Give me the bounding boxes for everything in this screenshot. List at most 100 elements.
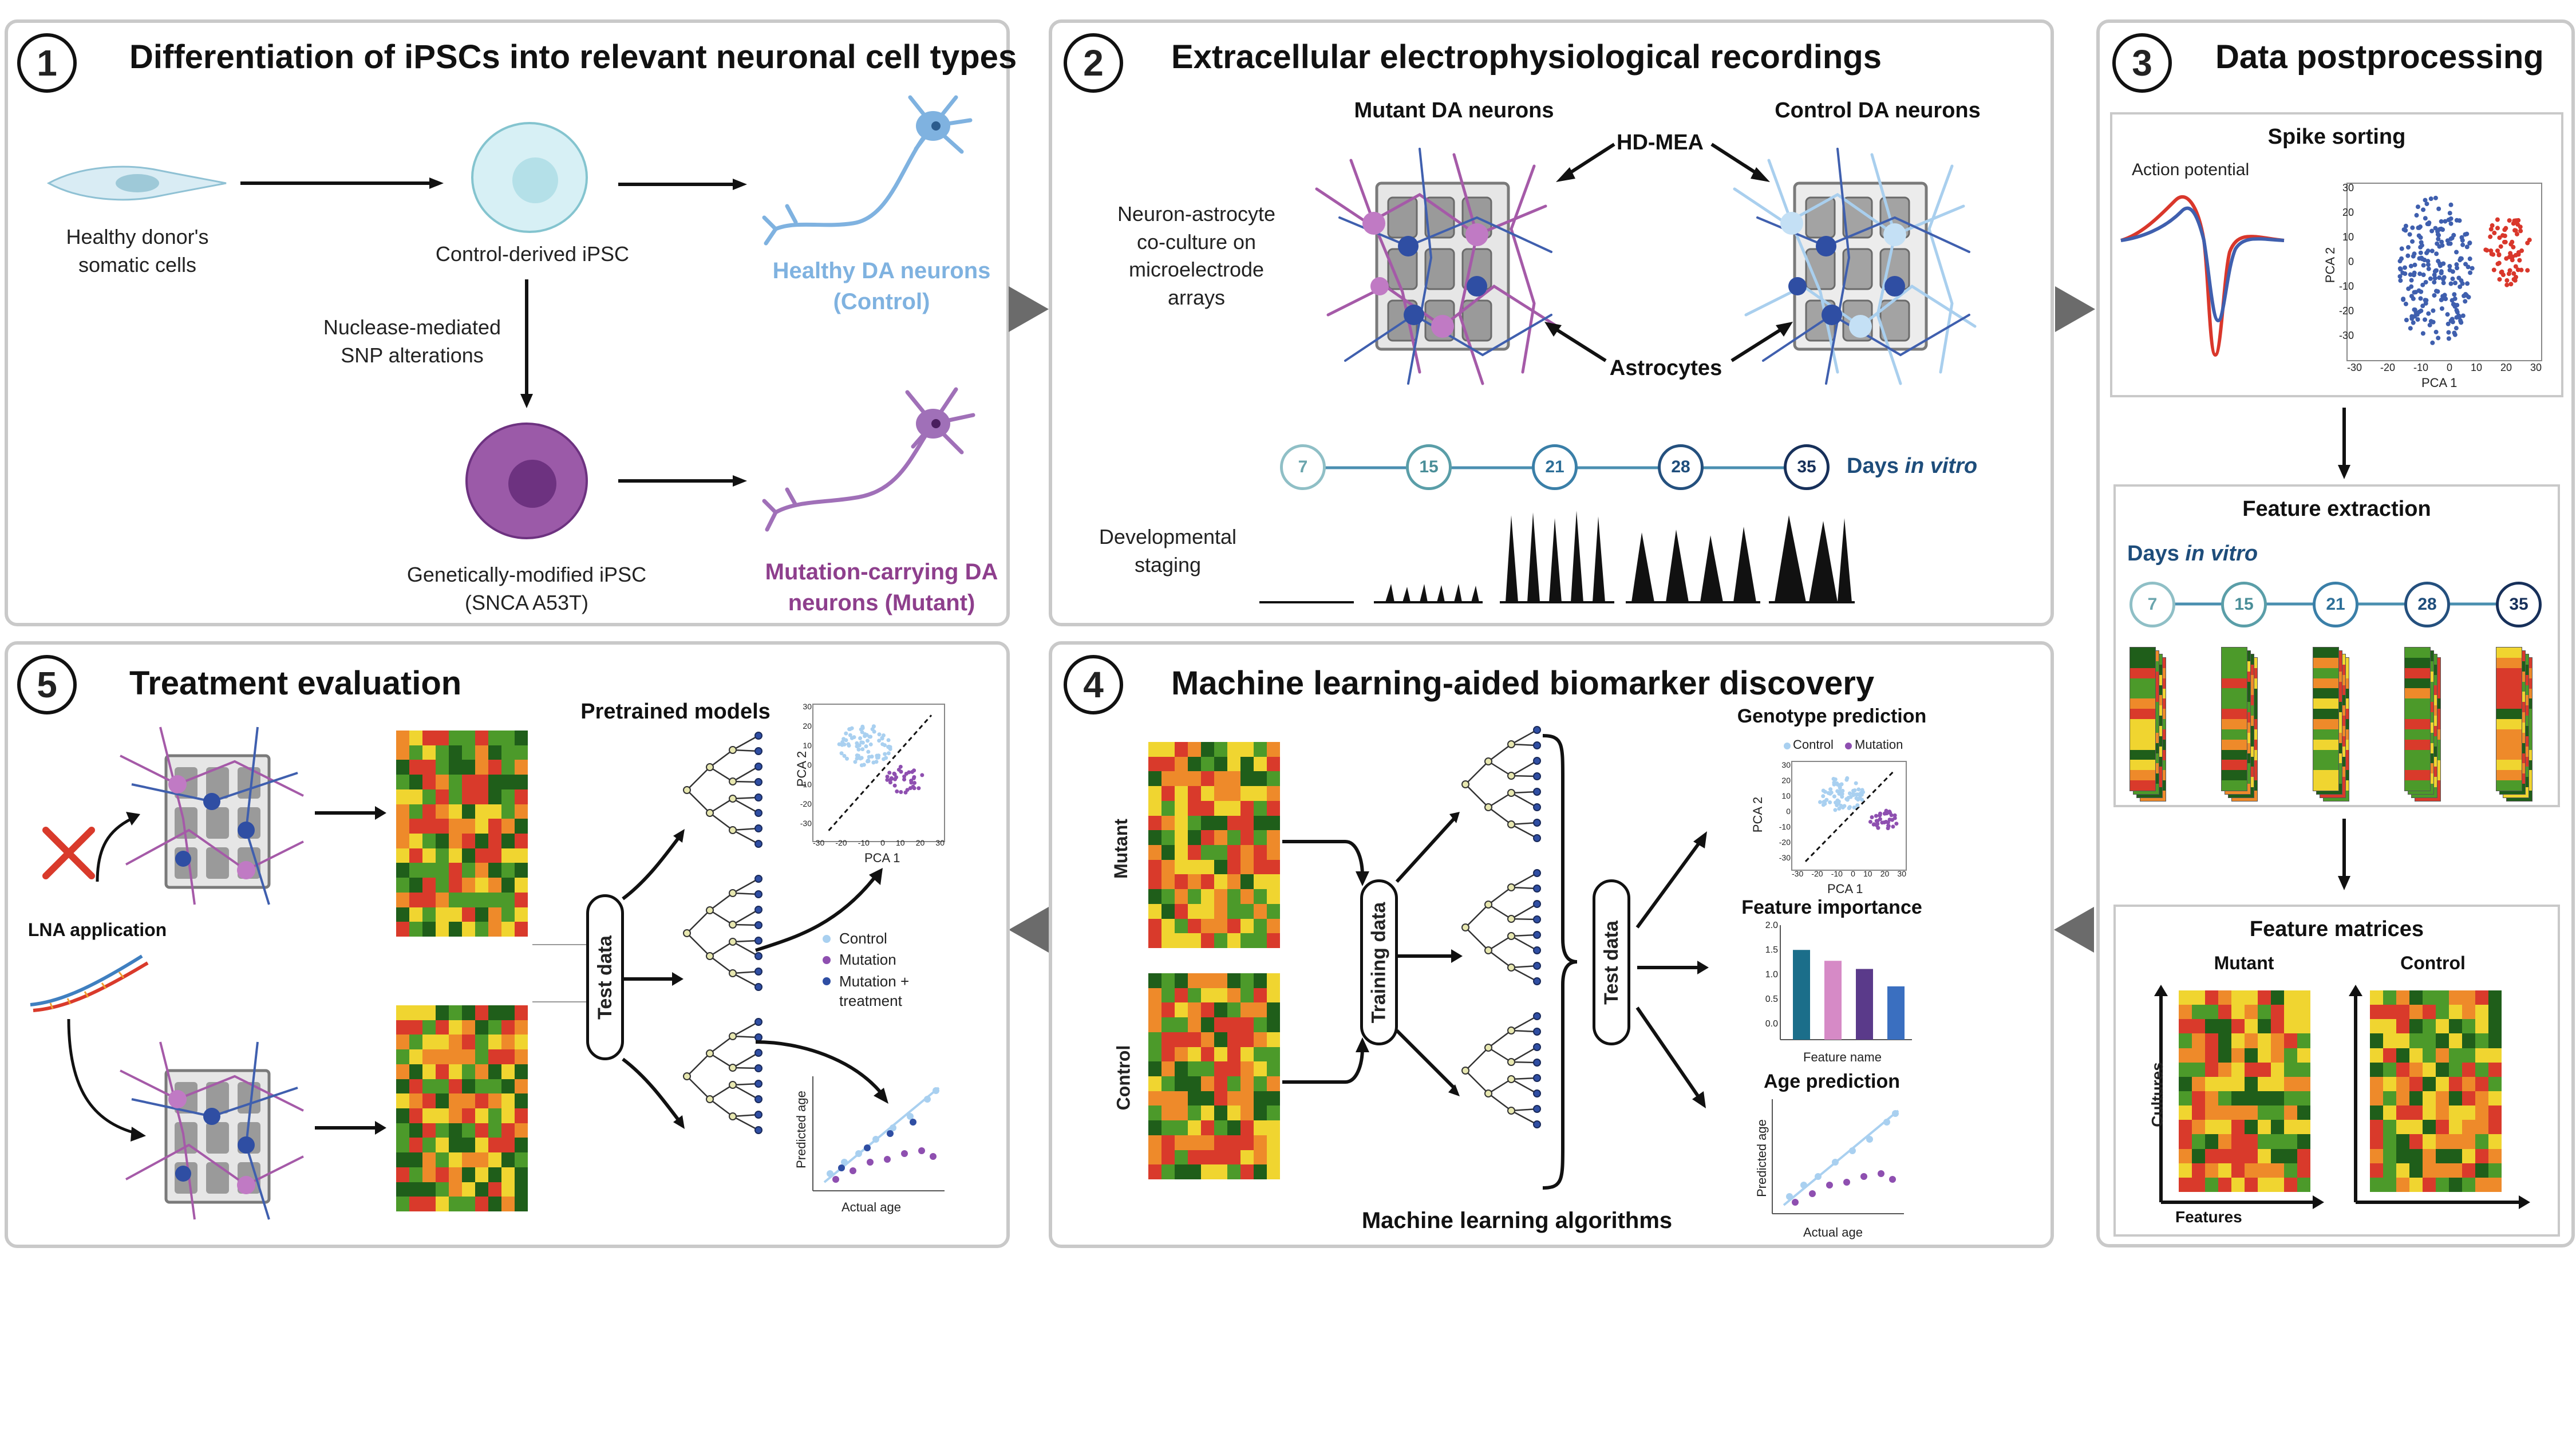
tree-leaf bbox=[754, 890, 762, 898]
arrow-panel3-to-4 bbox=[2054, 907, 2094, 953]
heatmap-cell bbox=[2297, 1091, 2310, 1106]
heatmap-cell bbox=[1201, 1017, 1214, 1032]
age-point-control bbox=[1832, 1159, 1839, 1166]
heatmap-cell bbox=[2396, 1033, 2409, 1048]
tree-leaf bbox=[1533, 819, 1541, 827]
tree-edge bbox=[732, 1052, 759, 1069]
heatmap-cell bbox=[2192, 1033, 2205, 1048]
heatmap-cell bbox=[409, 848, 422, 863]
age-point-treatment bbox=[910, 1119, 916, 1126]
mutant-da-label: Mutant DA neurons bbox=[1354, 98, 1554, 123]
tree-edge bbox=[1511, 1077, 1538, 1080]
heatmap-cell bbox=[1267, 1105, 1280, 1121]
scatter-point bbox=[858, 736, 863, 740]
genotype-legend-control: Control bbox=[1793, 737, 1834, 752]
scatter-point bbox=[842, 742, 847, 747]
heatmap-cell bbox=[436, 1049, 449, 1064]
tree-leaf bbox=[1533, 1028, 1541, 1036]
importance-title: Feature importance bbox=[1741, 897, 1922, 918]
heatmap-cell bbox=[2192, 990, 2205, 1005]
importance-ytick: 0.5 bbox=[1765, 994, 1778, 1004]
heatmap-cell bbox=[449, 892, 462, 907]
heatmap-cell bbox=[2436, 1120, 2449, 1135]
tree-leaf bbox=[1533, 931, 1541, 939]
heatmap-cell bbox=[488, 848, 501, 863]
heatmap-cell bbox=[1161, 859, 1175, 875]
tree-node bbox=[729, 889, 737, 897]
heatmap-cell bbox=[436, 892, 449, 907]
heatmap-cell bbox=[1214, 918, 1227, 934]
tree-leaf bbox=[754, 1126, 762, 1134]
heatmap-cell bbox=[1214, 1164, 1227, 1179]
feature-cell bbox=[2496, 719, 2522, 729]
scatter-point bbox=[2447, 263, 2452, 269]
arrow-modified-to-mutant bbox=[618, 475, 747, 487]
heatmap-cell bbox=[2449, 1091, 2462, 1106]
heatmap-cell bbox=[2297, 1163, 2310, 1178]
scatter-point bbox=[1884, 811, 1889, 816]
age-point-control bbox=[1866, 1136, 1873, 1143]
heatmap-cell bbox=[1188, 1061, 1201, 1076]
tree-edge bbox=[732, 939, 759, 943]
panel-5-number: 5 bbox=[17, 655, 77, 714]
heatmap-cell bbox=[1254, 889, 1267, 904]
heatmap-cell bbox=[462, 745, 475, 760]
p5-ytick: -20 bbox=[800, 799, 812, 808]
heatmap-cell bbox=[1148, 988, 1161, 1003]
scatter-point bbox=[2525, 240, 2530, 246]
feature-cell bbox=[2222, 698, 2247, 709]
heatmap-cell bbox=[1161, 988, 1175, 1003]
heatmap-cell bbox=[1267, 918, 1280, 934]
feature-cell bbox=[2496, 668, 2522, 678]
heatmap-cell bbox=[501, 1197, 515, 1211]
scatter-point bbox=[2508, 242, 2514, 247]
age-point-mutation bbox=[918, 1147, 925, 1154]
heatmap-cell bbox=[2284, 1177, 2297, 1192]
heatmap-cell bbox=[1161, 1047, 1175, 1062]
heatmap-cell bbox=[396, 878, 409, 893]
heatmap-cell bbox=[2205, 1177, 2218, 1192]
tree-leaf bbox=[1533, 962, 1541, 970]
heatmap-cell bbox=[396, 1005, 409, 1020]
heatmap-cell bbox=[436, 863, 449, 878]
heatmap-cell bbox=[1240, 988, 1254, 1003]
heatmap-cell bbox=[475, 745, 488, 760]
scatter-point bbox=[856, 747, 861, 752]
scatter-point bbox=[1855, 803, 1860, 808]
heatmap-cell bbox=[2383, 1105, 2396, 1120]
scatter-point bbox=[2428, 319, 2433, 324]
scatter-point bbox=[2424, 250, 2429, 255]
feature-cell bbox=[2222, 719, 2247, 729]
heatmap-cell bbox=[2423, 1019, 2436, 1034]
heatmap-cell bbox=[1267, 1150, 1280, 1165]
heatmap-cell bbox=[2245, 1062, 2258, 1077]
heatmap-cell bbox=[2436, 1048, 2449, 1063]
feature-cell bbox=[2222, 688, 2247, 699]
scatter-point bbox=[888, 745, 892, 749]
heatmap-cell bbox=[2409, 1048, 2423, 1063]
heatmap-cell bbox=[1175, 786, 1188, 801]
heatmap-cell bbox=[2488, 1177, 2502, 1192]
heatmap-cell bbox=[2475, 990, 2488, 1005]
genotype-xtick: -30 bbox=[1792, 869, 1804, 878]
tree-edge bbox=[732, 1115, 759, 1131]
heatmap-cell bbox=[1254, 1150, 1267, 1165]
heatmap-cell bbox=[2436, 1105, 2449, 1120]
heatmap-cell bbox=[2258, 1120, 2271, 1135]
scatter-point bbox=[2436, 206, 2441, 211]
scatter-point bbox=[2437, 275, 2442, 281]
heatmap-cell bbox=[501, 789, 515, 804]
heatmap-cell bbox=[2462, 1062, 2475, 1077]
tree-edge bbox=[1465, 784, 1489, 808]
heatmap-cell bbox=[2205, 1062, 2218, 1077]
heatmap-cell bbox=[1188, 786, 1201, 801]
heatmap-cell bbox=[515, 789, 528, 804]
heatmap-cell bbox=[2409, 1105, 2423, 1120]
tree-node bbox=[1461, 780, 1469, 788]
heatmap-cell bbox=[436, 833, 449, 848]
heatmap-cell bbox=[515, 833, 528, 848]
heatmap-cell bbox=[1201, 800, 1214, 816]
heatmap-cell bbox=[2231, 1177, 2245, 1192]
heatmap-cell bbox=[409, 1064, 422, 1079]
heatmap-cell bbox=[2297, 1148, 2310, 1163]
